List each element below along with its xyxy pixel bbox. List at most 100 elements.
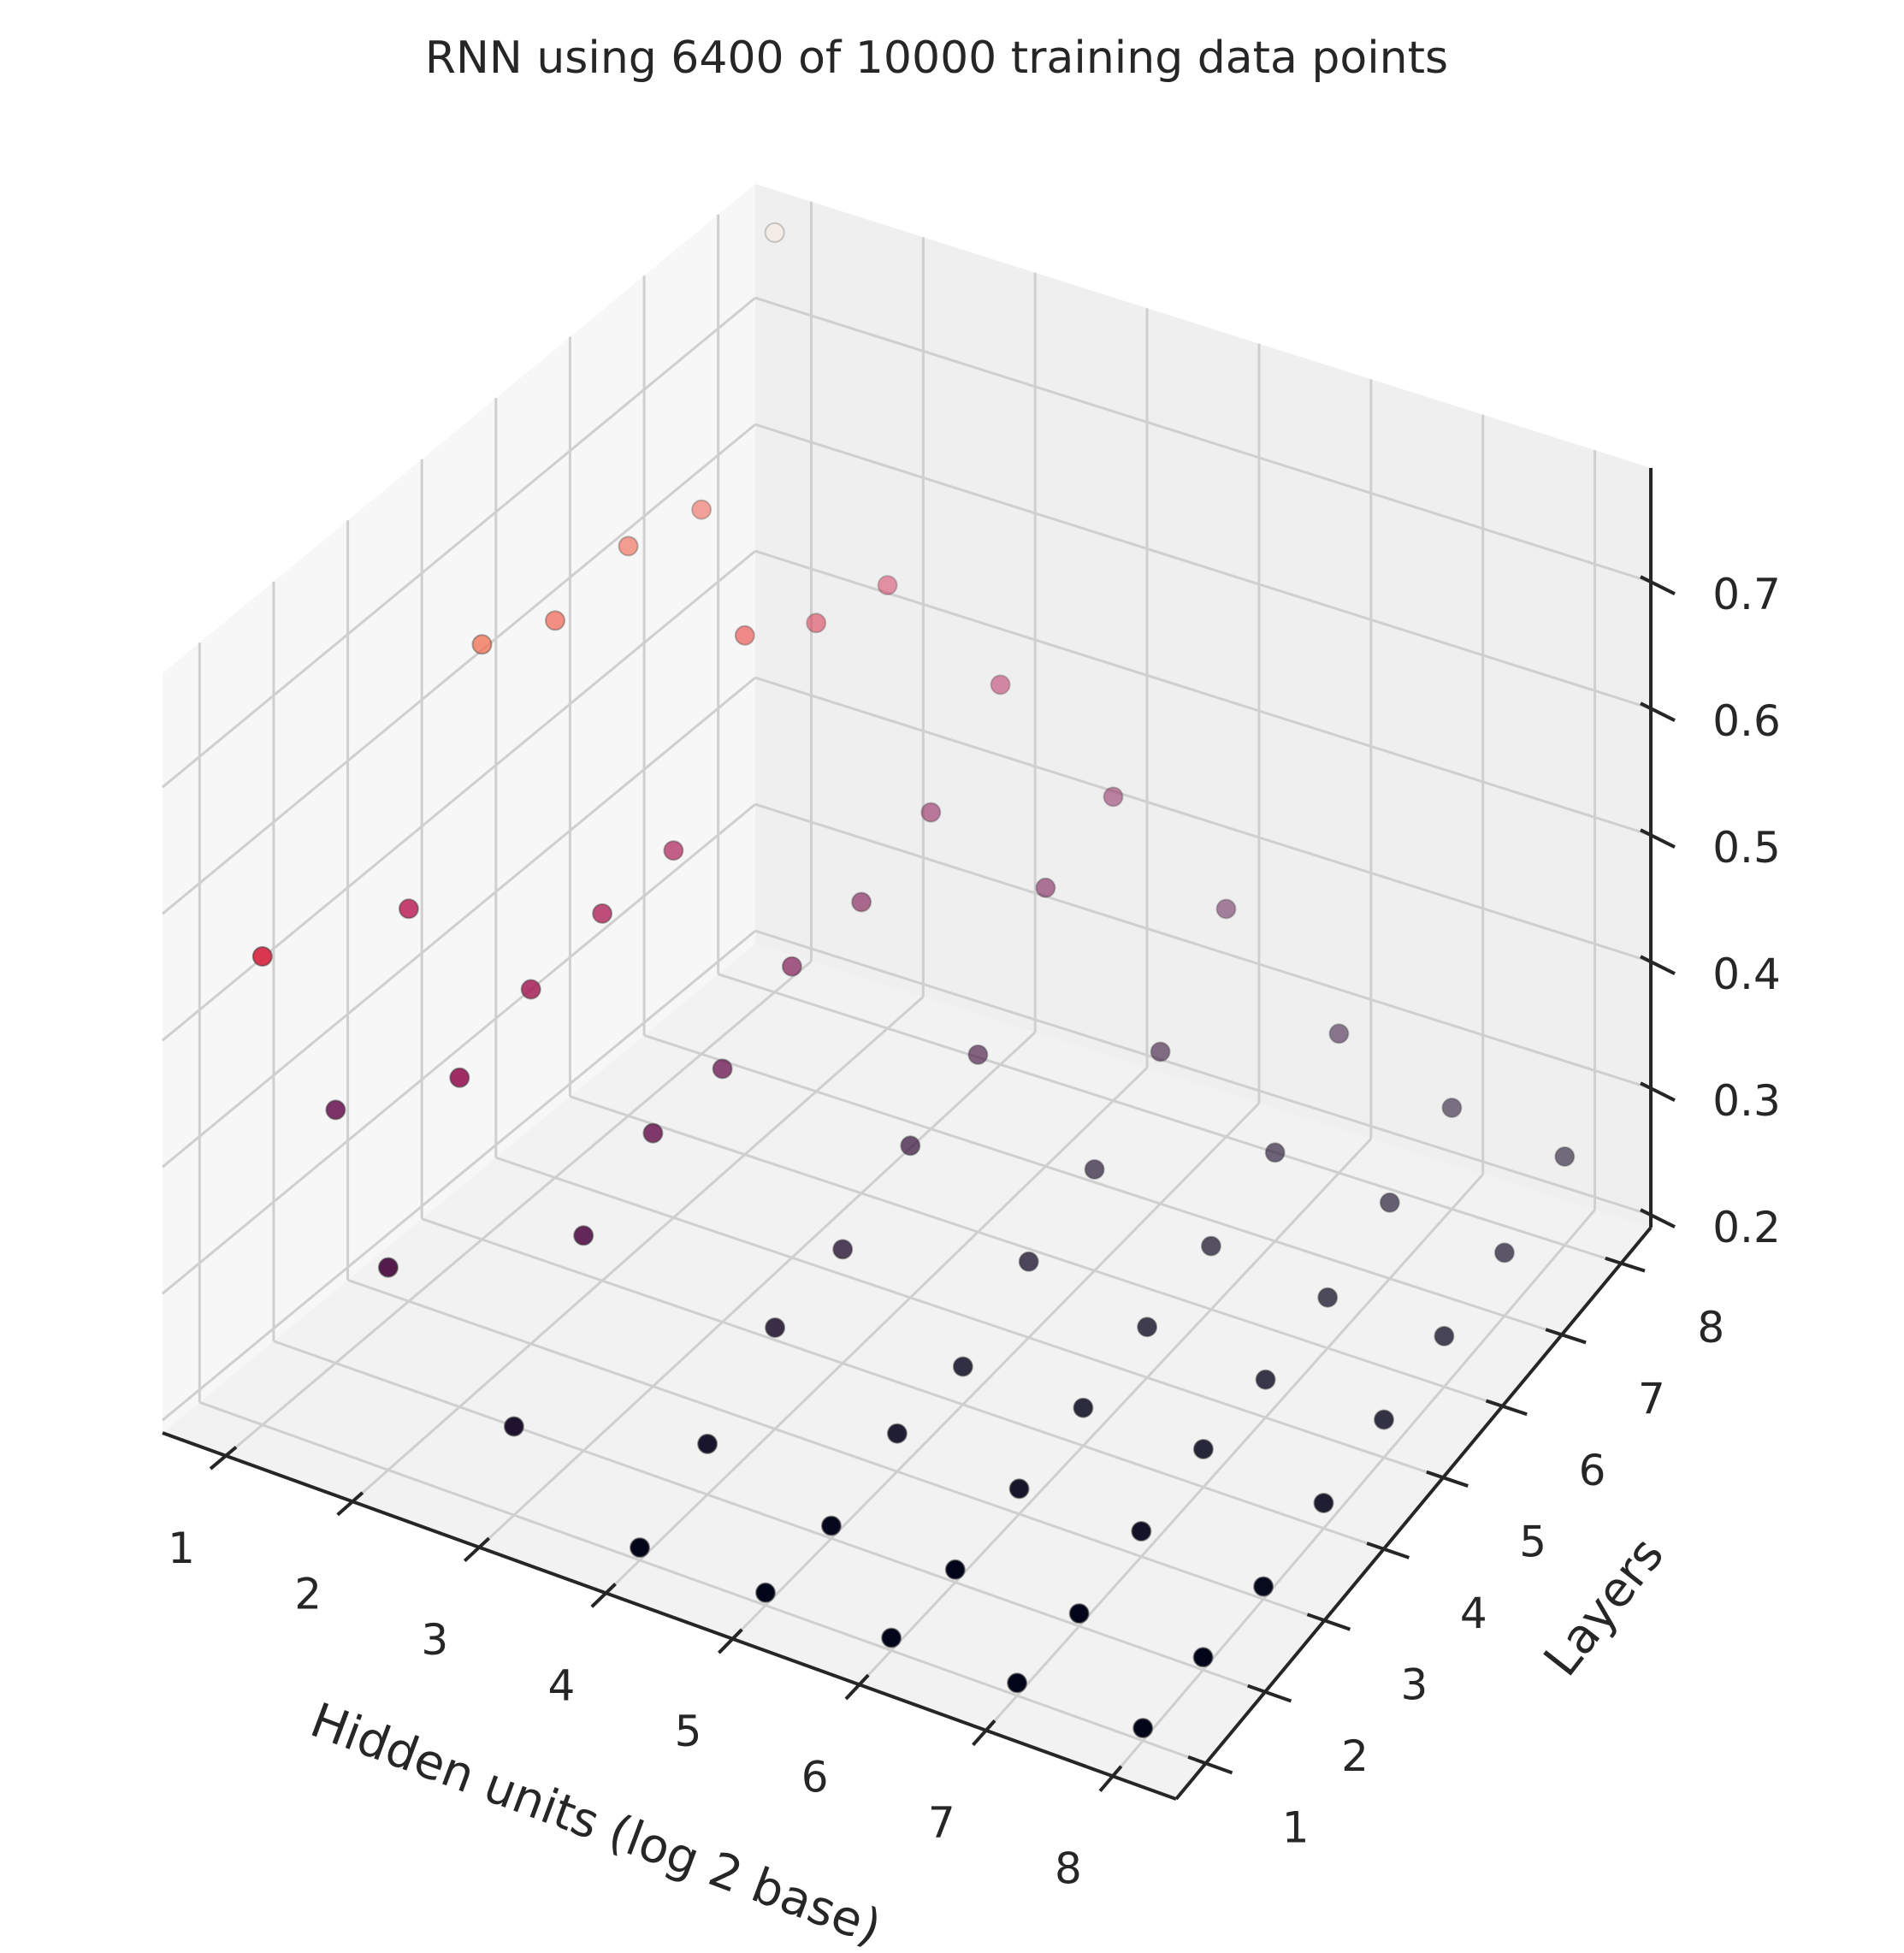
z-tick-mark — [1640, 1208, 1676, 1228]
grid-lines — [162, 201, 1652, 1778]
x-tick-label: 4 — [548, 1660, 576, 1710]
data-point — [545, 610, 565, 631]
data-point — [520, 979, 541, 1000]
y-tick-mark — [1247, 1684, 1292, 1703]
data-point — [471, 634, 493, 655]
data-point — [1441, 1098, 1463, 1118]
x-tick-mark — [336, 1491, 364, 1517]
data-point — [1255, 1369, 1276, 1390]
data-point — [851, 891, 872, 913]
y-tick-label: 8 — [1697, 1303, 1724, 1352]
data-point — [449, 1067, 470, 1088]
y-tick-label: 1 — [1282, 1802, 1310, 1852]
x-tick-mark — [1098, 1765, 1123, 1792]
data-point — [1434, 1325, 1455, 1346]
grid-line-y — [347, 1278, 1325, 1622]
data-point — [734, 624, 755, 646]
y-axis-line — [1174, 1226, 1653, 1801]
grid-line-x — [605, 1067, 1149, 1595]
x-tick-label: 5 — [675, 1707, 702, 1756]
y-tick-mark — [1187, 1755, 1233, 1775]
grid-line-z — [754, 676, 1652, 963]
x-tick-label: 7 — [928, 1798, 955, 1848]
axis-panes — [163, 184, 1651, 1799]
data-point — [765, 1317, 786, 1338]
data-point — [877, 575, 898, 596]
data-point — [1018, 1251, 1039, 1272]
data-point — [1007, 1672, 1028, 1694]
chart-title: RNN using 6400 of 10000 training data po… — [425, 33, 1448, 84]
data-point — [1192, 1439, 1214, 1459]
y-tick-mark — [1605, 1256, 1646, 1273]
data-point — [832, 1239, 854, 1260]
data-point — [503, 1416, 524, 1437]
z-tick-mark — [1640, 575, 1676, 595]
data-point — [886, 1423, 908, 1444]
data-point — [1317, 1287, 1339, 1308]
y-tick-mark — [1485, 1399, 1528, 1417]
grid-line-y — [718, 973, 1622, 1265]
data-point — [642, 1122, 664, 1144]
z-tick-mark — [1640, 828, 1676, 849]
grid-line-z — [162, 423, 756, 915]
x-tick-label: 8 — [1055, 1844, 1082, 1893]
y-tick-label: 5 — [1519, 1517, 1546, 1566]
data-point — [755, 1582, 776, 1603]
grid-line-z — [754, 929, 1652, 1216]
axis-lines — [162, 468, 1676, 1801]
y-tick-mark — [1306, 1613, 1351, 1631]
z-tick-mark — [1640, 701, 1676, 722]
data-point — [1313, 1493, 1334, 1513]
grid-line-z — [162, 677, 756, 1169]
x-tick-mark — [717, 1628, 743, 1654]
grid-line-z — [754, 296, 1652, 583]
x-tick-mark — [209, 1446, 238, 1471]
grid-line-z — [162, 803, 756, 1295]
x-tick-label: 3 — [421, 1615, 448, 1665]
x-tick-mark — [844, 1673, 870, 1701]
y-tick-mark — [1366, 1542, 1410, 1559]
data-point — [1379, 1192, 1400, 1213]
grid-line-x — [731, 1102, 1261, 1640]
grid-line-y — [643, 1033, 1563, 1336]
data-point — [764, 222, 785, 243]
back-wall-pane — [755, 184, 1651, 1228]
x-tick-label: 2 — [294, 1569, 322, 1619]
grid-line-z — [162, 297, 756, 789]
data-point — [1200, 1235, 1221, 1257]
x-axis-line — [162, 1431, 1177, 1801]
data-point — [806, 613, 827, 634]
data-point — [881, 1627, 902, 1648]
grid-line-z — [754, 423, 1652, 710]
z-tick-mark — [1640, 955, 1676, 975]
y-tick-label: 3 — [1401, 1660, 1428, 1709]
data-point — [1554, 1146, 1576, 1167]
data-point — [952, 1356, 973, 1377]
data-point — [967, 1044, 989, 1065]
data-point — [712, 1058, 733, 1080]
grid-line-y — [495, 1156, 1444, 1479]
y-tick-mark — [1426, 1470, 1469, 1488]
grid-line-x — [1111, 1209, 1596, 1778]
data-point — [1103, 786, 1124, 808]
grid-line-x — [858, 1138, 1372, 1686]
z-tick-label: 0.3 — [1712, 1076, 1781, 1126]
z-tick-label: 0.6 — [1712, 696, 1781, 746]
z-tick-mark — [1640, 1081, 1676, 1102]
left-wall-pane — [163, 184, 755, 1433]
data-point — [1493, 1242, 1515, 1264]
z-tick-label: 0.4 — [1712, 950, 1781, 999]
data-point — [1253, 1576, 1274, 1597]
data-point — [251, 946, 273, 967]
data-point — [325, 1099, 346, 1121]
data-points — [251, 222, 1576, 1739]
grid-line-x — [225, 960, 813, 1457]
grid-line-y — [198, 1400, 1207, 1765]
data-point — [1215, 898, 1237, 920]
x-tick-mark — [972, 1719, 996, 1747]
data-point — [1068, 1603, 1090, 1625]
y-tick-label: 6 — [1579, 1446, 1606, 1495]
data-point — [663, 840, 684, 861]
data-point — [820, 1515, 842, 1536]
x-tick-mark — [590, 1583, 617, 1608]
